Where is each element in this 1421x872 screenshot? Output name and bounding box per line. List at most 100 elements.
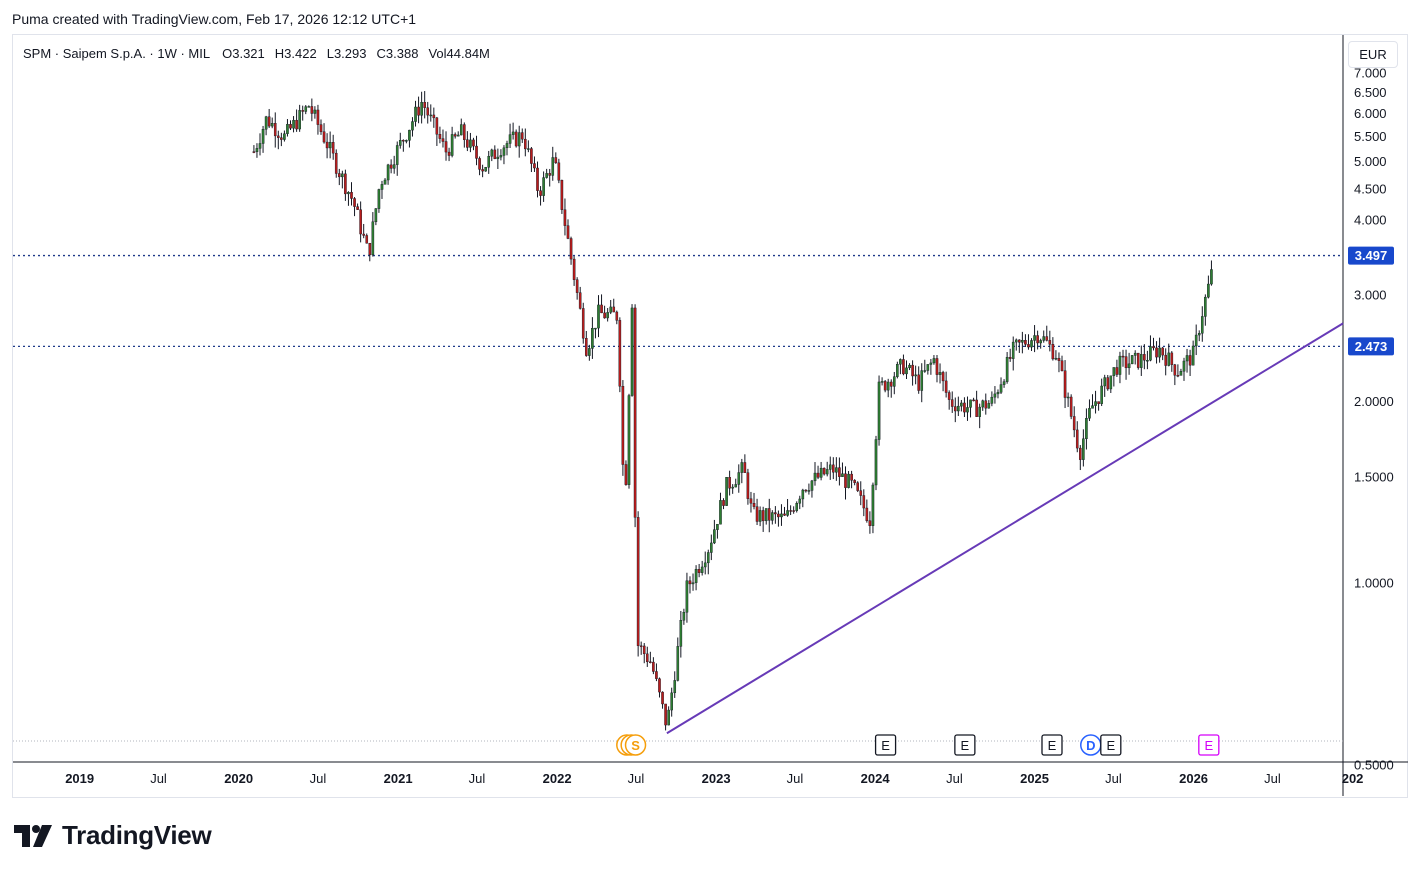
candle-body: [722, 500, 725, 506]
candle-body: [374, 208, 378, 223]
price-label-box: [1348, 246, 1394, 265]
candle-body: [1085, 418, 1088, 440]
price-axis[interactable]: 0.50001.00001.50002.00002.5003.0003.5004…: [1354, 66, 1394, 773]
earnings-marker-label: E: [1106, 738, 1115, 753]
tradingview-logo[interactable]: TradingView: [14, 820, 212, 851]
candle-body: [1100, 385, 1103, 404]
earnings-marker[interactable]: [954, 734, 976, 756]
candle-body: [703, 562, 707, 568]
candle-body: [767, 508, 771, 521]
candle-body: [960, 402, 963, 407]
candle-body: [499, 155, 503, 158]
earnings-marker-label: E: [1204, 738, 1213, 753]
candle-body: [420, 102, 423, 116]
candle-body: [261, 129, 265, 144]
candle-body: [1179, 371, 1183, 376]
candle-body: [252, 151, 256, 153]
candle-body: [957, 405, 960, 412]
candle-body: [1066, 396, 1070, 399]
earnings-marker[interactable]: [874, 734, 897, 756]
currency-button[interactable]: EUR: [1348, 41, 1398, 68]
high-label: H: [274, 46, 285, 61]
candle-body: [694, 568, 698, 583]
candle-body: [1197, 333, 1201, 336]
candle-body: [569, 238, 573, 260]
earnings-marker[interactable]: [1198, 734, 1220, 756]
candle-body: [652, 661, 655, 672]
candle-body: [331, 142, 335, 154]
candle-body: [395, 145, 399, 165]
candle-body: [267, 116, 271, 127]
candle-body: [835, 467, 838, 473]
candle-body: [618, 320, 622, 387]
candle-body: [417, 106, 420, 116]
candle-body: [996, 392, 1000, 395]
candle-body: [902, 359, 905, 375]
close-label: C: [376, 46, 386, 61]
time-axis[interactable]: 2019 Jul 2020 Jul 2021 Jul 2022 Jul 2023 Jul 2024 J…: [65, 771, 1363, 786]
candle-body: [292, 119, 295, 129]
trendline-line[interactable]: [666, 322, 1344, 735]
chart-frame: [12, 34, 1408, 798]
earnings-marker[interactable]: [1100, 734, 1122, 756]
candle-body: [594, 327, 597, 330]
candle-body: [764, 508, 768, 522]
candle-body: [963, 402, 966, 413]
candle-body: [1204, 296, 1207, 317]
candle-body: [789, 510, 792, 512]
candle-body: [557, 162, 561, 181]
candle-body: [1042, 336, 1046, 341]
trendline[interactable]: [666, 322, 1344, 735]
candle-body: [935, 358, 939, 375]
candle-body: [755, 506, 759, 522]
candle-body: [273, 123, 277, 137]
candle-body: [325, 141, 329, 149]
candle-body: [1167, 352, 1171, 366]
candle-body: [334, 152, 338, 174]
candle-body: [398, 140, 402, 146]
event-marker-label: D: [1086, 738, 1095, 753]
candle-body: [944, 380, 948, 393]
candle-body: [664, 703, 667, 726]
price-label-box: [1348, 337, 1394, 356]
candle-body: [710, 542, 713, 553]
symbol-info[interactable]: SPM · Saipem S.p.A. · 1W · MIL: [23, 46, 211, 61]
candle-body: [749, 498, 753, 504]
candle-body: [505, 143, 509, 149]
candle-body: [713, 529, 716, 544]
candle-body: [676, 646, 680, 681]
candle-body: [911, 364, 914, 377]
candle-body: [655, 671, 658, 679]
candle-body: [478, 158, 481, 170]
earnings-marker[interactable]: [1041, 734, 1063, 756]
chart-caption: Puma created with TradingView.com, Feb 1…: [12, 11, 417, 27]
candle-body: [905, 367, 908, 375]
candle-body: [819, 467, 823, 478]
candle-body: [838, 467, 841, 477]
candle-body: [301, 110, 304, 112]
split-marker[interactable]: [624, 734, 647, 756]
candle-body: [621, 386, 625, 465]
candle-body: [316, 109, 320, 125]
candle-body: [554, 157, 558, 164]
event-marker-label: S: [631, 738, 640, 753]
earnings-marker-label: E: [1048, 738, 1057, 753]
candle-body: [286, 124, 289, 134]
candle-body: [591, 328, 594, 349]
candle-body: [1048, 340, 1052, 345]
time-tick-label: Jul: [946, 771, 963, 786]
low-label: L: [326, 46, 334, 61]
candle-body: [804, 489, 808, 492]
candle-body: [1210, 269, 1213, 285]
candle-body: [1057, 357, 1061, 361]
candle-body: [517, 132, 521, 147]
open-label: O: [222, 46, 233, 61]
candle-body: [277, 135, 280, 138]
time-tick-label: 2025: [1020, 771, 1049, 786]
tradingview-logo-text: TradingView: [62, 820, 212, 850]
candle-body: [627, 395, 631, 485]
candle-body: [551, 157, 555, 176]
candle-body: [850, 473, 853, 481]
